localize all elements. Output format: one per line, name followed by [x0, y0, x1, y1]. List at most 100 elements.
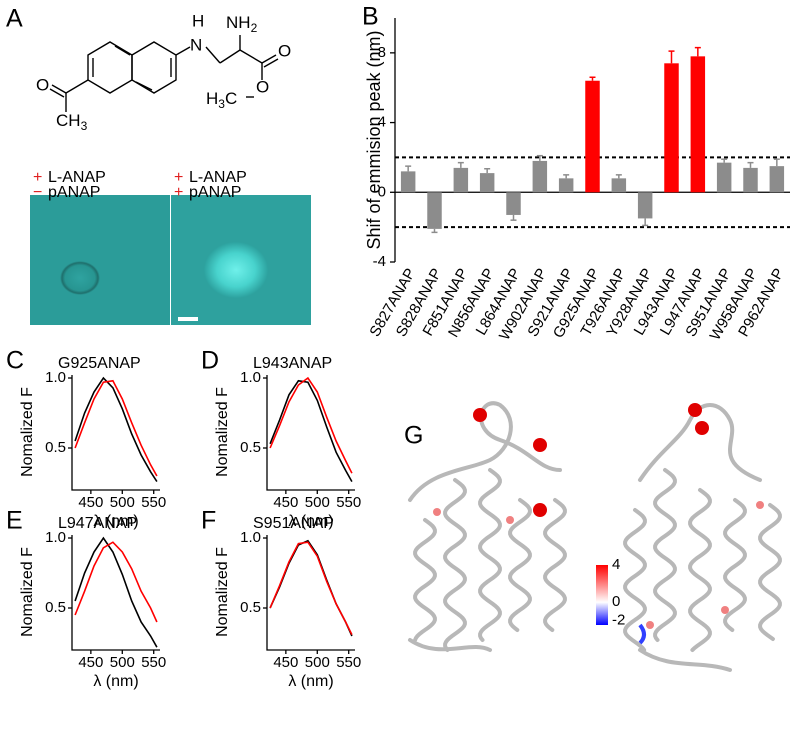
- x-axis-label: λ (nm): [288, 673, 333, 690]
- micrograph: [30, 195, 170, 325]
- loop: [408, 401, 562, 502]
- molecule: [49, 35, 279, 112]
- bar: [558, 178, 574, 193]
- protein-structure: [408, 401, 782, 672]
- bar: [690, 56, 706, 193]
- x-axis-label: λ (nm): [93, 673, 138, 690]
- x-axis-label: λ (nm): [93, 513, 138, 530]
- image-label: L-ANAP: [48, 169, 106, 186]
- helix: [508, 498, 532, 632]
- bar: [769, 166, 785, 193]
- bar: [743, 167, 758, 193]
- x-tick-label: 450: [273, 654, 298, 671]
- y-tick-label: 1.0: [240, 529, 261, 546]
- y-tick-label: 0: [378, 183, 386, 200]
- bar: [453, 167, 469, 193]
- spectrum-line: [74, 541, 158, 623]
- axes: [71, 375, 160, 491]
- loop: [638, 403, 762, 482]
- bar: [716, 162, 732, 193]
- y-tick-label: 1.0: [240, 369, 261, 386]
- y-tick-label: -4: [373, 253, 386, 270]
- atom-label: NH: [226, 13, 251, 32]
- loop: [408, 638, 492, 652]
- chart-title: S951ANAP: [253, 515, 334, 532]
- sign: −: [33, 184, 42, 201]
- atom-subscript: 2: [251, 21, 258, 35]
- atom-label: CH: [56, 111, 81, 130]
- atom-label: H: [192, 11, 204, 30]
- x-tick-label: 550: [336, 654, 361, 671]
- atom-label: H3C: [206, 89, 237, 111]
- x-tick-label: 500: [305, 654, 330, 671]
- chart-title: L947ANAP: [58, 515, 137, 532]
- helix: [653, 468, 677, 642]
- cell: [60, 261, 100, 295]
- atom-label: N: [190, 35, 202, 54]
- atom-label: O: [278, 41, 291, 60]
- y-tick-label: 1.0: [45, 369, 66, 386]
- y-axis-label: Shif of emmision peak (nm): [364, 30, 384, 249]
- y-tick-label: 0.5: [45, 599, 66, 616]
- panel-label: E: [6, 507, 23, 535]
- x-tick-label: 500: [110, 494, 135, 511]
- highlight: [473, 408, 487, 422]
- bar: [664, 63, 679, 193]
- x-tick-label: 500: [110, 654, 135, 671]
- helix: [723, 498, 747, 632]
- highlight: [721, 606, 729, 614]
- bar: [585, 80, 600, 193]
- chart-title: G925ANAP: [58, 355, 141, 372]
- highlight: [695, 421, 709, 435]
- bar: [611, 178, 627, 193]
- spectrum-line: [74, 376, 158, 483]
- y-tick-label: 0.5: [240, 439, 261, 456]
- y-tick-label: 0.5: [45, 439, 66, 456]
- x-tick-label: 550: [141, 654, 166, 671]
- helix: [478, 468, 502, 642]
- panel-label: A: [6, 5, 23, 33]
- highlight: [688, 403, 702, 417]
- chart-title: L943ANAP: [253, 355, 332, 372]
- spectrum-line: [269, 376, 353, 474]
- y-axis-label: Nomalized F: [19, 387, 36, 477]
- image-label: pANAP: [48, 184, 100, 201]
- atom-label: CH3: [56, 111, 88, 133]
- bar: [479, 173, 495, 193]
- image-label: L-ANAP: [189, 169, 247, 186]
- bar: [532, 160, 548, 193]
- colorbar: [596, 565, 608, 625]
- atom-label: H: [206, 89, 218, 108]
- highlight: [533, 438, 547, 452]
- bar: [637, 192, 653, 219]
- axes: [71, 535, 160, 651]
- cell: [204, 242, 268, 298]
- x-tick-label: 550: [141, 494, 166, 511]
- loop: [638, 648, 732, 672]
- y-tick-label: 1.0: [45, 529, 66, 546]
- highlight: [533, 503, 547, 517]
- axes: [266, 535, 355, 651]
- axes: [266, 375, 355, 491]
- spectrum-line: [269, 379, 353, 482]
- spectrum-line: [269, 539, 353, 637]
- x-tick-label: 550: [336, 494, 361, 511]
- bar: [506, 192, 521, 215]
- panel-label: D: [201, 347, 219, 375]
- y-tick-label: 8: [378, 44, 386, 61]
- sign: +: [174, 169, 183, 186]
- highlight: [756, 501, 764, 509]
- panel-label: G: [404, 422, 423, 450]
- helix: [543, 498, 567, 632]
- y-axis-label: Nomalized F: [19, 547, 36, 637]
- blue-residue: [638, 623, 646, 645]
- panel-label: F: [201, 507, 216, 535]
- colorbar-tick-label: -2: [612, 611, 625, 628]
- y-tick-label: 4: [378, 114, 386, 131]
- colorbar-tick-label: 4: [612, 556, 620, 573]
- helix: [758, 503, 782, 641]
- helix: [443, 478, 467, 652]
- sign: +: [33, 169, 42, 186]
- atom-label: O: [36, 75, 49, 94]
